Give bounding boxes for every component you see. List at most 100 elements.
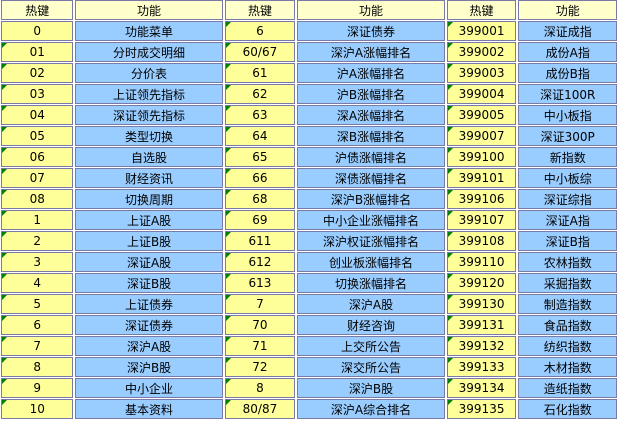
- function-cell[interactable]: 深证B指: [518, 231, 617, 251]
- function-cell[interactable]: 中小板指: [518, 105, 617, 125]
- function-cell[interactable]: 深沪权证涨幅排名: [297, 231, 445, 251]
- hotkey-cell[interactable]: 399135: [446, 399, 517, 419]
- hotkey-cell[interactable]: 69: [224, 210, 296, 230]
- function-cell[interactable]: 财经资讯: [75, 168, 223, 188]
- function-cell[interactable]: 深沪A综合排名: [297, 399, 445, 419]
- hotkey-cell[interactable]: 399131: [446, 315, 517, 335]
- function-cell[interactable]: 深证领先指标: [75, 105, 223, 125]
- function-cell[interactable]: 中小企业: [75, 378, 223, 398]
- hotkey-cell[interactable]: 4: [1, 273, 74, 293]
- function-cell[interactable]: 基本资料: [75, 399, 223, 419]
- hotkey-cell[interactable]: 611: [224, 231, 296, 251]
- function-cell[interactable]: 沪B涨幅排名: [297, 84, 445, 104]
- hotkey-cell[interactable]: 8: [224, 378, 296, 398]
- hotkey-cell[interactable]: 72: [224, 357, 296, 377]
- function-cell[interactable]: 深证300P: [518, 126, 617, 146]
- hotkey-cell[interactable]: 63: [224, 105, 296, 125]
- hotkey-cell[interactable]: 65: [224, 147, 296, 167]
- function-cell[interactable]: 沪A涨幅排名: [297, 63, 445, 83]
- hotkey-cell[interactable]: 6: [1, 315, 74, 335]
- hotkey-cell[interactable]: 399132: [446, 336, 517, 356]
- function-cell[interactable]: 造纸指数: [518, 378, 617, 398]
- function-cell[interactable]: 新指数: [518, 147, 617, 167]
- function-cell[interactable]: 上证债券: [75, 294, 223, 314]
- hotkey-cell[interactable]: 399100: [446, 147, 517, 167]
- hotkey-cell[interactable]: 64: [224, 126, 296, 146]
- hotkey-cell[interactable]: 7: [224, 294, 296, 314]
- function-cell[interactable]: 中小企业涨幅排名: [297, 210, 445, 230]
- function-cell[interactable]: 创业板涨幅排名: [297, 252, 445, 272]
- function-cell[interactable]: 上证领先指标: [75, 84, 223, 104]
- function-cell[interactable]: 深证A指: [518, 210, 617, 230]
- hotkey-cell[interactable]: 60/67: [224, 42, 296, 62]
- function-cell[interactable]: 深债涨幅排名: [297, 168, 445, 188]
- function-cell[interactable]: 深A涨幅排名: [297, 105, 445, 125]
- function-cell[interactable]: 深交所公告: [297, 357, 445, 377]
- hotkey-cell[interactable]: 3: [1, 252, 74, 272]
- function-cell[interactable]: 分时成交明细: [75, 42, 223, 62]
- hotkey-cell[interactable]: 80/87: [224, 399, 296, 419]
- hotkey-cell[interactable]: 02: [1, 63, 74, 83]
- hotkey-cell[interactable]: 399005: [446, 105, 517, 125]
- hotkey-cell[interactable]: 0: [1, 21, 74, 41]
- function-cell[interactable]: 上证A股: [75, 210, 223, 230]
- hotkey-cell[interactable]: 06: [1, 147, 74, 167]
- function-cell[interactable]: 深沪A股: [297, 294, 445, 314]
- function-cell[interactable]: 深证A股: [75, 252, 223, 272]
- hotkey-cell[interactable]: 04: [1, 105, 74, 125]
- function-cell[interactable]: 切换涨幅排名: [297, 273, 445, 293]
- function-cell[interactable]: 深B涨幅排名: [297, 126, 445, 146]
- function-cell[interactable]: 深沪B股: [297, 378, 445, 398]
- function-cell[interactable]: 深沪A股: [75, 336, 223, 356]
- function-cell[interactable]: 深证综指: [518, 189, 617, 209]
- hotkey-cell[interactable]: 66: [224, 168, 296, 188]
- function-cell[interactable]: 深沪B涨幅排名: [297, 189, 445, 209]
- hotkey-cell[interactable]: 612: [224, 252, 296, 272]
- function-cell[interactable]: 深证100R: [518, 84, 617, 104]
- hotkey-cell[interactable]: 7: [1, 336, 74, 356]
- hotkey-cell[interactable]: 2: [1, 231, 74, 251]
- function-cell[interactable]: 深沪B股: [75, 357, 223, 377]
- hotkey-cell[interactable]: 399101: [446, 168, 517, 188]
- function-cell[interactable]: 深证B股: [75, 273, 223, 293]
- hotkey-cell[interactable]: 70: [224, 315, 296, 335]
- hotkey-cell[interactable]: 399107: [446, 210, 517, 230]
- hotkey-cell[interactable]: 399130: [446, 294, 517, 314]
- hotkey-cell[interactable]: 399134: [446, 378, 517, 398]
- function-cell[interactable]: 深证债券: [297, 21, 445, 41]
- hotkey-cell[interactable]: 613: [224, 273, 296, 293]
- hotkey-cell[interactable]: 61: [224, 63, 296, 83]
- function-cell[interactable]: 财经咨询: [297, 315, 445, 335]
- hotkey-cell[interactable]: 399001: [446, 21, 517, 41]
- hotkey-cell[interactable]: 05: [1, 126, 74, 146]
- hotkey-cell[interactable]: 71: [224, 336, 296, 356]
- function-cell[interactable]: 自选股: [75, 147, 223, 167]
- function-cell[interactable]: 石化指数: [518, 399, 617, 419]
- function-cell[interactable]: 切换周期: [75, 189, 223, 209]
- hotkey-cell[interactable]: 399007: [446, 126, 517, 146]
- function-cell[interactable]: 农林指数: [518, 252, 617, 272]
- hotkey-cell[interactable]: 10: [1, 399, 74, 419]
- hotkey-cell[interactable]: 62: [224, 84, 296, 104]
- function-cell[interactable]: 制造指数: [518, 294, 617, 314]
- function-cell[interactable]: 纺织指数: [518, 336, 617, 356]
- function-cell[interactable]: 类型切换: [75, 126, 223, 146]
- hotkey-cell[interactable]: 399110: [446, 252, 517, 272]
- function-cell[interactable]: 深证债券: [75, 315, 223, 335]
- hotkey-cell[interactable]: 399002: [446, 42, 517, 62]
- function-cell[interactable]: 沪债涨幅排名: [297, 147, 445, 167]
- function-cell[interactable]: 食品指数: [518, 315, 617, 335]
- function-cell[interactable]: 成份A指: [518, 42, 617, 62]
- hotkey-cell[interactable]: 399004: [446, 84, 517, 104]
- function-cell[interactable]: 成份B指: [518, 63, 617, 83]
- function-cell[interactable]: 上交所公告: [297, 336, 445, 356]
- function-cell[interactable]: 上证B股: [75, 231, 223, 251]
- function-cell[interactable]: 深证成指: [518, 21, 617, 41]
- function-cell[interactable]: 木材指数: [518, 357, 617, 377]
- hotkey-cell[interactable]: 68: [224, 189, 296, 209]
- hotkey-cell[interactable]: 5: [1, 294, 74, 314]
- hotkey-cell[interactable]: 9: [1, 378, 74, 398]
- function-cell[interactable]: 分价表: [75, 63, 223, 83]
- hotkey-cell[interactable]: 03: [1, 84, 74, 104]
- hotkey-cell[interactable]: 01: [1, 42, 74, 62]
